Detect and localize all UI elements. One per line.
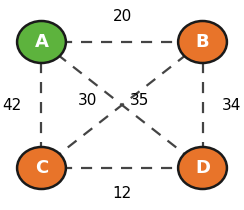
Circle shape bbox=[17, 147, 66, 189]
Text: 42: 42 bbox=[3, 97, 22, 113]
Text: C: C bbox=[35, 159, 48, 177]
Circle shape bbox=[178, 147, 227, 189]
Circle shape bbox=[178, 21, 227, 63]
Text: 20: 20 bbox=[112, 9, 132, 24]
Text: A: A bbox=[35, 33, 48, 51]
Text: 34: 34 bbox=[222, 97, 242, 113]
Text: D: D bbox=[195, 159, 210, 177]
Text: 35: 35 bbox=[129, 93, 149, 108]
Text: 30: 30 bbox=[78, 93, 98, 108]
Text: 12: 12 bbox=[112, 186, 132, 201]
Text: B: B bbox=[196, 33, 209, 51]
Circle shape bbox=[17, 21, 66, 63]
